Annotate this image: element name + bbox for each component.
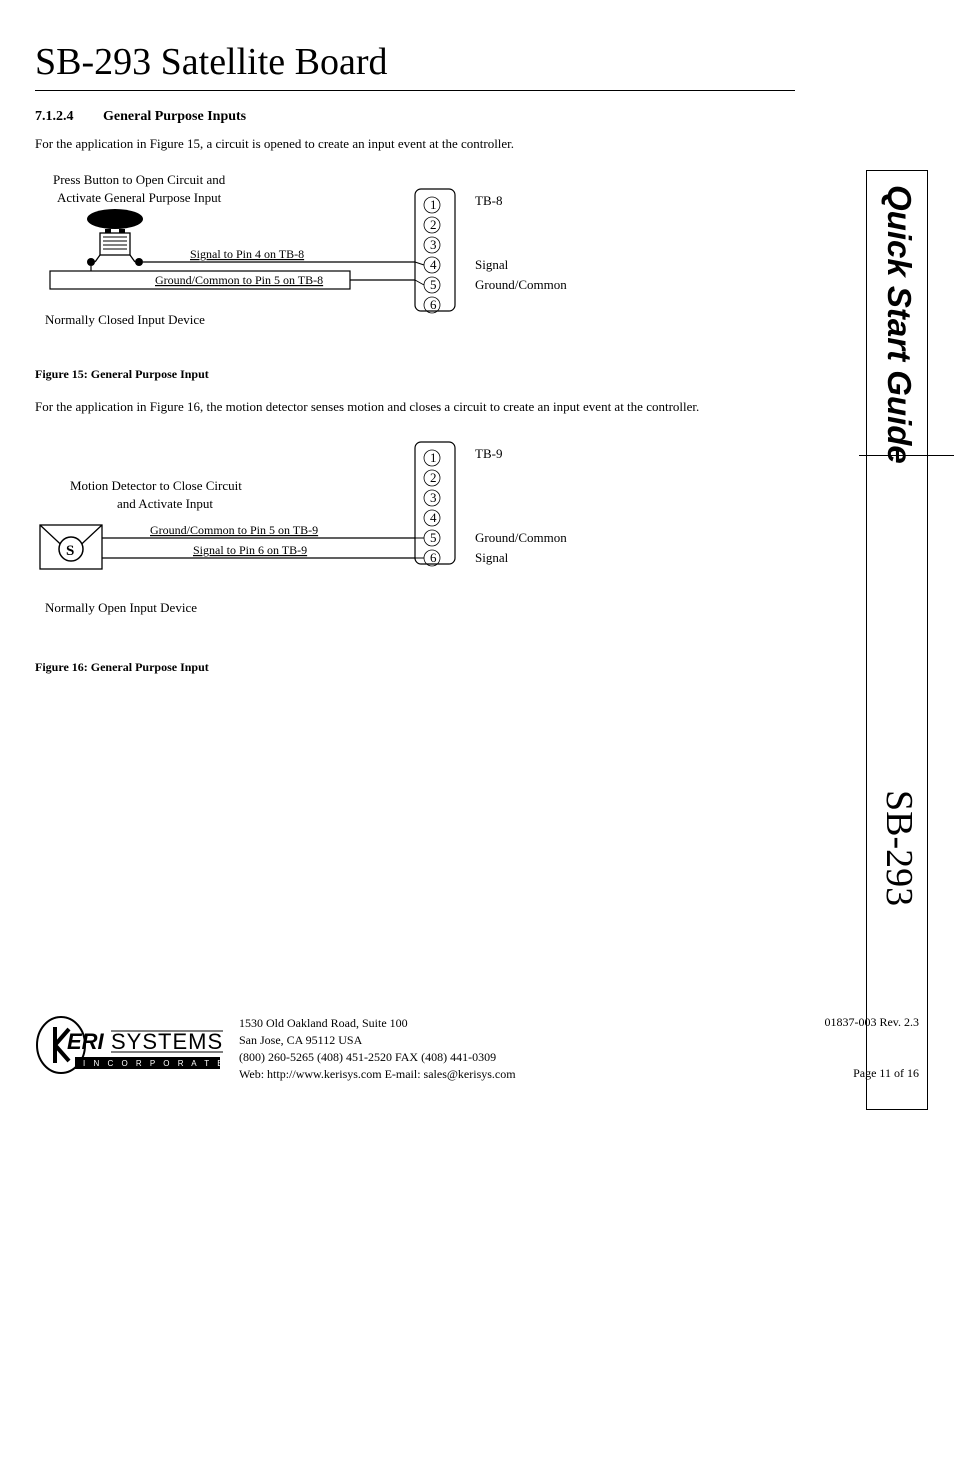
page-title: SB-293 Satellite Board: [35, 40, 795, 84]
svg-text:4: 4: [430, 257, 437, 272]
mid-text: For the application in Figure 16, the mo…: [35, 398, 795, 416]
svg-text:3: 3: [430, 490, 437, 505]
svg-text:6: 6: [430, 297, 437, 312]
figure-15: Press Button to Open Circuit and Activat…: [35, 169, 795, 349]
footer-addr2: San Jose, CA 95112 USA: [239, 1032, 516, 1049]
svg-text:2: 2: [430, 470, 437, 485]
svg-text:2: 2: [430, 217, 437, 232]
fig16-signal-text: Signal to Pin 6 on TB-9: [193, 543, 307, 557]
section-heading: 7.1.2.4 General Purpose Inputs: [35, 109, 795, 125]
figure-15-caption: Figure 15: General Purpose Input: [35, 367, 795, 382]
fig16-ground-text: Ground/Common to Pin 5 on TB-9: [150, 523, 318, 537]
svg-text:1: 1: [430, 197, 437, 212]
push-button-icon: [87, 209, 143, 266]
kerisystems-logo: ERI SYSTEMS I N C O R P O R A T E D: [35, 1015, 225, 1075]
page-footer: ERI SYSTEMS I N C O R P O R A T E D 1530…: [35, 1015, 919, 1082]
svg-text:3: 3: [430, 237, 437, 252]
figure-16: 1 2 3 4 5 6 TB-9 Ground/Common Signal Mo…: [35, 432, 795, 642]
motion-sensor-icon: S: [40, 525, 102, 569]
svg-text:5: 5: [430, 277, 437, 292]
fig15-tb-label: TB-8: [475, 193, 502, 208]
figure-15-svg: Press Button to Open Circuit and Activat…: [35, 169, 655, 349]
footer-phone: (800) 260-5265 (408) 451-2520 FAX (408) …: [239, 1049, 516, 1066]
svg-text:I N C O R P O R A T E D: I N C O R P O R A T E D: [83, 1059, 225, 1068]
page-header: SB-293 Satellite Board: [35, 40, 795, 91]
svg-text:1: 1: [430, 450, 437, 465]
figure-16-caption: Figure 16: General Purpose Input: [35, 660, 795, 675]
footer-web: Web: http://www.kerisys.com E-mail: sale…: [239, 1066, 516, 1083]
sensor-letter: S: [66, 543, 74, 559]
fig16-motion2: and Activate Input: [117, 496, 213, 511]
section-number: 7.1.2.4: [35, 109, 74, 124]
fig15-press-label: Press Button to Open Circuit and: [53, 172, 226, 187]
fig15-signal-text: Signal to Pin 4 on TB-8: [190, 247, 304, 261]
section-heading-text: General Purpose Inputs: [103, 109, 246, 124]
fig16-pin-ground: Ground/Common: [475, 530, 567, 545]
svg-text:SYSTEMS: SYSTEMS: [111, 1029, 223, 1054]
svg-text:4: 4: [430, 510, 437, 525]
fig16-motion1: Motion Detector to Close Circuit: [70, 478, 242, 493]
footer-addr1: 1530 Old Oakland Road, Suite 100: [239, 1015, 516, 1032]
fig16-device-label: Normally Open Input Device: [45, 600, 197, 615]
fig16-tb-label: TB-9: [475, 446, 502, 461]
figure-16-svg: 1 2 3 4 5 6 TB-9 Ground/Common Signal Mo…: [35, 432, 655, 642]
svg-text:ERI: ERI: [67, 1029, 105, 1054]
intro-text: For the application in Figure 15, a circ…: [35, 135, 795, 153]
svg-text:6: 6: [430, 550, 437, 565]
fig15-activate-label: Activate General Purpose Input: [57, 190, 222, 205]
fig16-pin-signal: Signal: [475, 550, 509, 565]
footer-info: 1530 Old Oakland Road, Suite 100 San Jos…: [239, 1015, 516, 1082]
fig15-pin-signal: Signal: [475, 257, 509, 272]
svg-text:5: 5: [430, 530, 437, 545]
fig15-ground-text: Ground/Common to Pin 5 on TB-8: [155, 273, 323, 287]
sidebar-label-top: Quick Start Guide: [880, 185, 918, 464]
fig15-pin-ground: Ground/Common: [475, 277, 567, 292]
sidebar-label-bottom: SB-293: [877, 790, 921, 906]
fig15-device-label: Normally Closed Input Device: [45, 312, 205, 327]
